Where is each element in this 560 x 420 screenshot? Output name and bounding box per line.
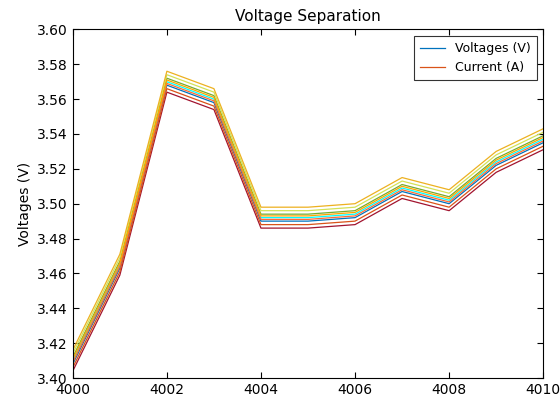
Current (A) [446,208,452,213]
Voltages (V) [446,201,452,206]
Current (A) [211,107,217,112]
Line: Current (A): Current (A) [73,92,543,371]
Voltages (V) [211,100,217,105]
Voltages (V) [399,189,405,194]
Current (A) [258,226,264,231]
Current (A) [399,196,405,201]
Current (A) [352,222,358,227]
Current (A) [540,147,547,152]
Title: Voltage Separation: Voltage Separation [235,9,381,24]
Current (A) [164,89,170,94]
Voltages (V) [352,215,358,220]
Voltages (V) [164,83,170,88]
Current (A) [305,226,311,231]
Voltages (V) [116,266,123,271]
Current (A) [69,368,76,373]
Voltages (V) [540,140,547,145]
Voltages (V) [493,163,500,168]
Voltages (V) [69,362,76,367]
Line: Voltages (V): Voltages (V) [73,85,543,364]
Current (A) [493,170,500,175]
Voltages (V) [258,219,264,224]
Voltages (V) [305,219,311,224]
Current (A) [116,273,123,278]
Legend: Voltages (V), Current (A): Voltages (V), Current (A) [414,36,537,80]
Y-axis label: Voltages (V): Voltages (V) [17,162,31,246]
